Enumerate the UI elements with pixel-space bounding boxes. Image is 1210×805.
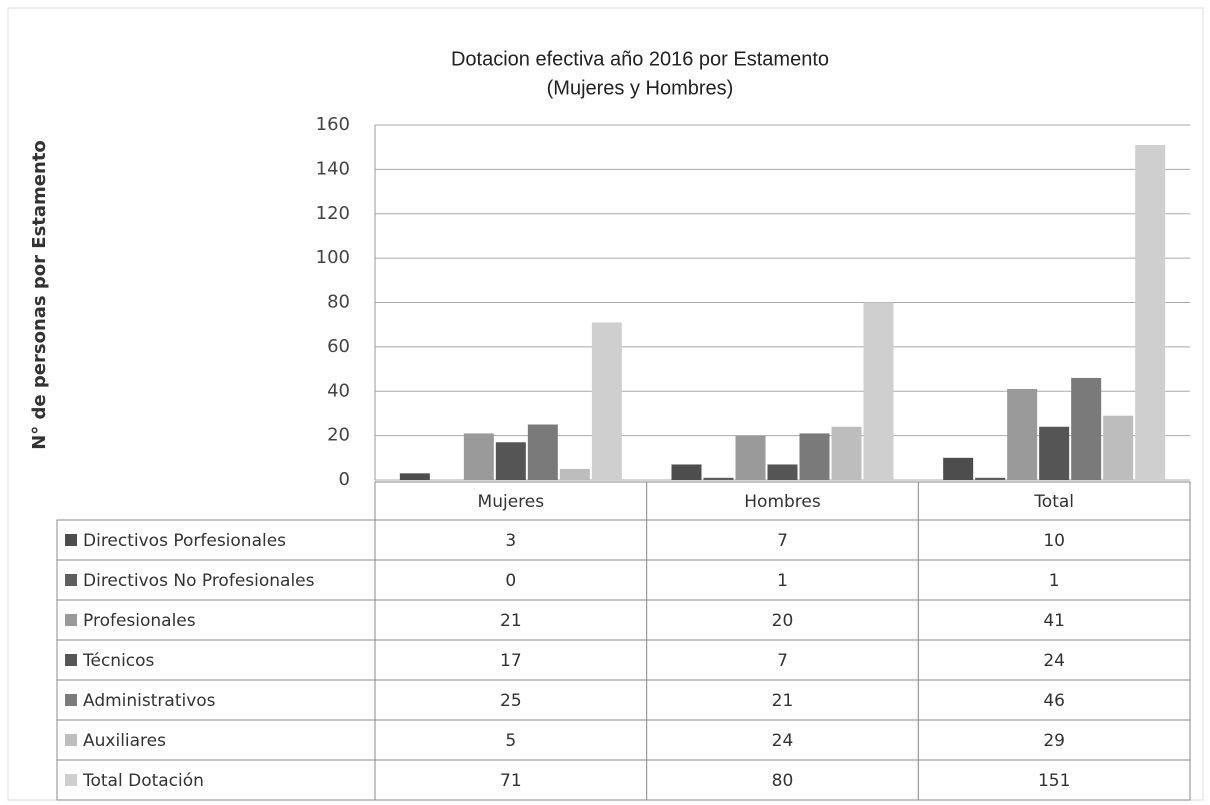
y-axis-label: N° de personas por Estamento — [29, 140, 50, 450]
table-value: 0 — [505, 571, 516, 591]
table-value: 1 — [1049, 571, 1060, 591]
y-tick-label: 40 — [327, 380, 350, 401]
table-value: 5 — [505, 731, 516, 751]
legend-swatch — [65, 534, 77, 546]
bar — [975, 477, 1006, 480]
bar — [495, 442, 526, 480]
legend-swatch — [65, 734, 77, 746]
y-tick-label: 140 — [316, 158, 350, 179]
table-value: 41 — [1043, 611, 1065, 631]
legend-swatch — [65, 614, 77, 626]
legend-label: Total Dotación — [82, 771, 204, 791]
legend-label: Técnicos — [82, 651, 155, 671]
table-value: 80 — [772, 771, 794, 791]
legend-swatch — [65, 774, 77, 786]
bar — [1071, 377, 1102, 480]
x-tick-label: Total — [1033, 492, 1074, 512]
bar — [559, 468, 590, 480]
bar — [831, 426, 862, 480]
table-value: 20 — [772, 611, 794, 631]
table-value: 29 — [1043, 731, 1065, 751]
x-tick-label: Hombres — [744, 492, 821, 512]
table-value: 24 — [772, 731, 794, 751]
bar — [1039, 426, 1070, 480]
bar — [399, 473, 430, 480]
legend-label: Directivos Porfesionales — [83, 531, 286, 551]
table-value: 3 — [505, 531, 516, 551]
table-value: 7 — [777, 531, 788, 551]
bar — [943, 457, 974, 480]
bar — [527, 424, 558, 480]
y-tick-label: 100 — [316, 247, 350, 268]
legend-swatch — [65, 654, 77, 666]
table-value: 17 — [500, 651, 522, 671]
y-tick-label: 160 — [316, 114, 350, 135]
table-value: 151 — [1038, 771, 1070, 791]
bar — [735, 435, 766, 480]
bar — [1103, 415, 1134, 480]
legend-label: Directivos No Profesionales — [83, 571, 315, 591]
legend-swatch — [65, 574, 77, 586]
y-tick-label: 80 — [327, 292, 350, 313]
legend-label: Administrativos — [83, 691, 216, 711]
chart-subtitle: (Mujeres y Hombres) — [547, 77, 734, 99]
y-tick-label: 60 — [327, 336, 350, 357]
y-tick-label: 0 — [339, 469, 350, 490]
legend-label: Auxiliares — [83, 731, 166, 751]
table-value: 10 — [1043, 531, 1065, 551]
table-value: 7 — [777, 651, 788, 671]
chart-title: Dotacion efectiva año 2016 por Estamento — [451, 48, 829, 70]
table-value: 71 — [500, 771, 522, 791]
bar — [463, 433, 494, 480]
table-border — [374, 481, 1191, 801]
bar — [1135, 144, 1166, 480]
bar — [703, 477, 734, 480]
legend-swatch — [65, 694, 77, 706]
table-value: 1 — [777, 571, 788, 591]
table-value: 21 — [500, 611, 522, 631]
table-value: 21 — [772, 691, 794, 711]
legend-label: Profesionales — [83, 611, 196, 631]
table-value: 46 — [1043, 691, 1065, 711]
y-tick-label: 120 — [316, 203, 350, 224]
table-value: 24 — [1043, 651, 1065, 671]
y-tick-label: 20 — [327, 425, 350, 446]
bar — [591, 322, 622, 480]
bar — [767, 464, 798, 480]
bar — [799, 433, 830, 480]
bar — [671, 464, 702, 480]
x-tick-label: Mujeres — [478, 492, 545, 512]
bar — [1007, 389, 1038, 480]
table-value: 25 — [500, 691, 522, 711]
bar — [863, 302, 894, 480]
